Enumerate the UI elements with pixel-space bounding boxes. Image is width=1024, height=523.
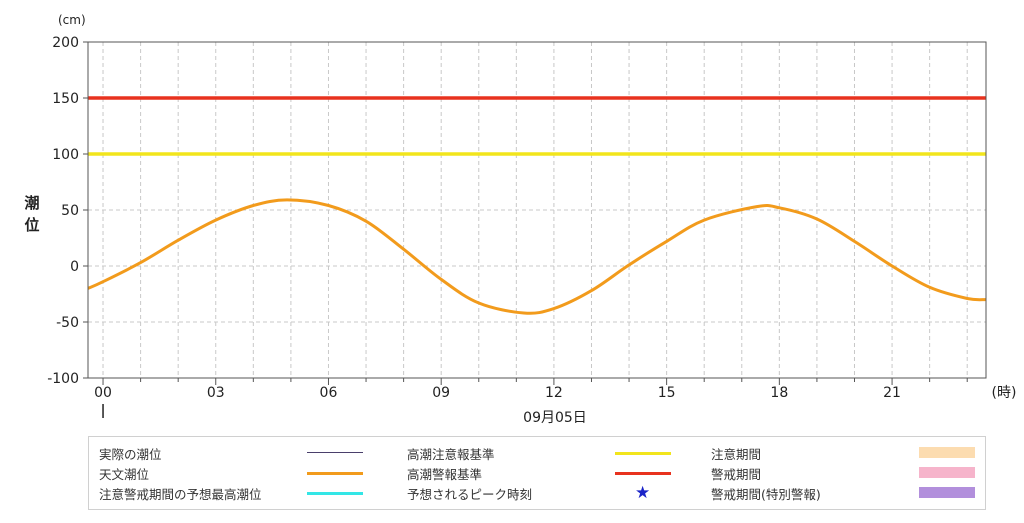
star-icon: ★ [635,483,651,503]
y-tick-label: 50 [61,203,79,219]
x-tick-label: 15 [658,385,676,401]
legend-item: 実際の潮位 [99,443,162,463]
legend-item: 天文潮位 [99,463,149,483]
legend-item-label: 予想されるピーク時刻 [407,486,533,502]
reference-lines [88,96,986,156]
y-tick-label: -50 [56,315,79,331]
series [87,198,987,315]
legend-item: 高潮警報基準 [407,463,482,483]
legend-line-swatch [615,472,671,475]
legend-item: 注意期間 [711,443,761,463]
y-tick-label: 150 [52,91,79,107]
legend-box-swatch [919,487,975,498]
y-tick-label: 200 [52,35,79,51]
legend-item: 予想されるピーク時刻 [407,483,532,503]
axes: 200 150 100 50 0 -50 -100 00 03 06 09 12 15 18 21 [47,35,987,418]
legend-item-label: 警戒期間 [711,466,762,482]
legend-line-swatch [307,492,363,495]
x-tick-label: 03 [207,385,225,401]
y-tick-label: 100 [52,147,79,163]
legend-item-label: 注意期間 [711,446,762,462]
legend-box-swatch [919,467,975,478]
x-tick-label: 00 [94,385,112,401]
date-label: 09月05日 [523,410,587,426]
legend-line-swatch [307,452,363,453]
x-tick-label: 18 [770,385,788,401]
y-unit-label: (cm) [58,13,86,27]
legend-item: 警戒期間 [711,463,761,483]
y-tick-label: -100 [47,371,79,387]
tide-series-line [87,198,987,315]
y-axis-label-char-2: 位 [24,216,39,234]
legend: 実際の潮位 高潮注意報基準 注意期間天文潮位 高潮警報基準 警戒期間注意警戒期間の予想最… [88,436,986,510]
legend-item-label: 天文潮位 [99,466,150,482]
y-axis-label-char-1: 潮 [24,194,39,212]
x-tick-label: 12 [545,385,563,401]
legend-item-label: 警戒期間(特別警報) [711,486,821,502]
legend-line-swatch [615,452,671,455]
legend-item-label: 実際の潮位 [99,446,162,462]
x-tick-label: 21 [883,385,901,401]
legend-item: 注意警戒期間の予想最高潮位 [99,483,262,503]
legend-item: 警戒期間(特別警報) [711,483,821,503]
legend-item: 高潮注意報基準 [407,443,495,463]
x-tick-label: 09 [432,385,450,401]
legend-item-label: 高潮注意報基準 [407,446,495,462]
grid [88,42,986,378]
y-tick-label: 0 [70,259,79,275]
plot-frame [87,41,987,379]
legend-line-swatch [307,472,363,475]
legend-box-swatch [919,447,975,458]
legend-item-label: 高潮警報基準 [407,466,483,482]
tide-chart: 200 150 100 50 0 -50 -100 00 03 06 09 12 15 18 21 (cm)… [24,13,1017,426]
legend-item-label: 注意警戒期間の予想最高潮位 [99,486,262,502]
x-unit-label: (時) [992,385,1017,401]
x-tick-label: 06 [320,385,338,401]
